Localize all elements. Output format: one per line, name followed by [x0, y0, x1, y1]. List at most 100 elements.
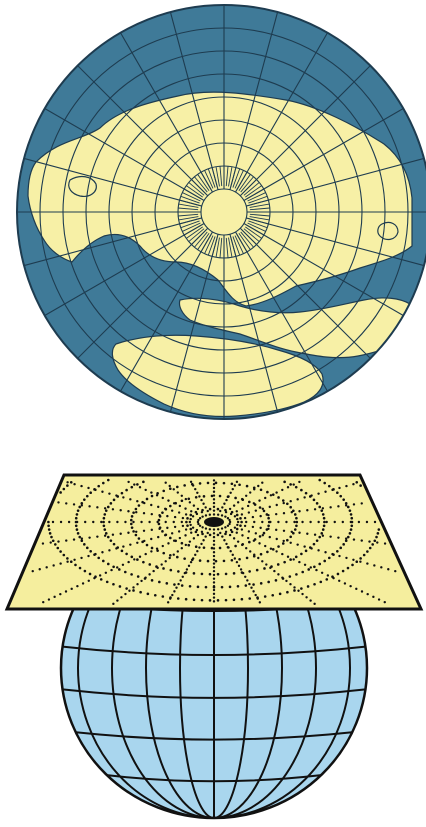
plane-dot: [224, 572, 228, 576]
plane-dot: [139, 590, 142, 594]
polar-tick: [183, 188, 202, 200]
plane-dot: [89, 491, 92, 495]
plane-dot: [136, 558, 139, 561]
plane-dot: [157, 505, 160, 509]
plane-dot: [208, 528, 212, 531]
plane-dot: [170, 509, 174, 512]
plane-dot: [212, 535, 216, 539]
plane-dot: [132, 586, 135, 589]
plane-dot: [189, 517, 192, 521]
plane-dot: [275, 512, 278, 516]
plane-dot: [130, 485, 134, 489]
plane-dot: [276, 563, 280, 566]
plane-dot: [267, 516, 270, 520]
plane-dot: [196, 491, 199, 494]
plane-dot: [235, 480, 239, 484]
plane-dot: [212, 551, 216, 554]
plane-dot: [201, 508, 204, 512]
plane-dot: [145, 543, 149, 547]
plane-dot: [226, 517, 230, 520]
plane-dot: [148, 520, 151, 524]
plane-dot: [338, 554, 341, 558]
plane-dot: [319, 580, 323, 584]
polar-tick: [248, 195, 268, 204]
plane-dot: [282, 539, 285, 543]
plane-dot: [70, 587, 73, 591]
plane-dot: [123, 570, 127, 574]
plane-dot: [216, 572, 220, 576]
plane-dot: [269, 566, 272, 570]
plane-dot: [275, 503, 278, 507]
plane-dot: [229, 512, 233, 516]
plane-dot: [47, 598, 51, 601]
plane-dot: [198, 524, 202, 527]
plane-dot: [150, 491, 153, 494]
plane-dot: [78, 505, 82, 509]
plane-dot: [190, 531, 193, 534]
plane-dot: [75, 513, 79, 516]
plane-dot: [196, 507, 200, 511]
polar-tick: [179, 218, 200, 225]
plane-dot: [150, 512, 153, 516]
polar-tick: [200, 171, 212, 190]
plane-dot: [188, 501, 192, 504]
plane-dot: [187, 543, 191, 547]
plane-dot: [245, 484, 249, 488]
plane-dot: [47, 520, 50, 524]
plane-dot: [144, 576, 147, 579]
plane-dot: [204, 585, 208, 589]
plane-dot: [210, 494, 214, 498]
plane-dot: [240, 597, 244, 601]
plane-dot: [345, 556, 348, 560]
plane-dot: [136, 483, 139, 486]
plane-dot: [130, 573, 133, 576]
polar-tick: [194, 176, 208, 193]
plane-dot: [83, 498, 86, 501]
plane-dot: [157, 535, 160, 539]
plane-dot: [85, 546, 89, 550]
plane-dot: [315, 502, 319, 505]
plane-dot: [249, 550, 252, 553]
plane-dot: [101, 551, 104, 554]
plane-dot: [191, 484, 195, 487]
plane-dot: [292, 483, 295, 486]
plane-dot: [160, 563, 163, 566]
plane-dot: [194, 553, 197, 557]
plane-dot: [365, 520, 369, 524]
plane-dot: [383, 542, 387, 545]
plane-dot: [88, 572, 92, 576]
plane-dot: [166, 526, 169, 530]
polar-tick: [240, 231, 254, 248]
plane-dot: [250, 586, 253, 589]
plane-dot: [132, 589, 135, 592]
plane-dot: [324, 490, 327, 493]
plane-dot: [254, 509, 258, 512]
plane-dot: [227, 495, 230, 498]
plane-dot: [192, 504, 196, 507]
plane-dot: [189, 513, 193, 517]
plane-dot: [163, 507, 167, 510]
plane-dot: [136, 582, 139, 586]
plane-dot: [261, 520, 264, 524]
plane-dot: [333, 520, 336, 524]
plane-dot: [198, 559, 202, 562]
polar-tick: [178, 216, 199, 221]
plane-dot: [262, 531, 266, 535]
plane-dot: [312, 498, 316, 502]
plane-dot: [172, 520, 175, 524]
plane-dot: [41, 542, 45, 545]
plane-dot: [134, 507, 138, 511]
plane-dot: [313, 533, 317, 536]
plane-dot: [259, 582, 263, 585]
meridian-line: [44, 108, 205, 201]
island: [377, 221, 399, 241]
polar-tick: [207, 236, 216, 256]
plane-dot: [158, 580, 161, 584]
plane-dot: [189, 523, 192, 527]
plane-dot: [212, 577, 216, 580]
plane-dot: [298, 480, 301, 484]
plane-dot: [292, 509, 295, 513]
plane-dot: [99, 578, 103, 581]
plane-dot: [144, 488, 147, 492]
plane-dot: [116, 566, 119, 569]
